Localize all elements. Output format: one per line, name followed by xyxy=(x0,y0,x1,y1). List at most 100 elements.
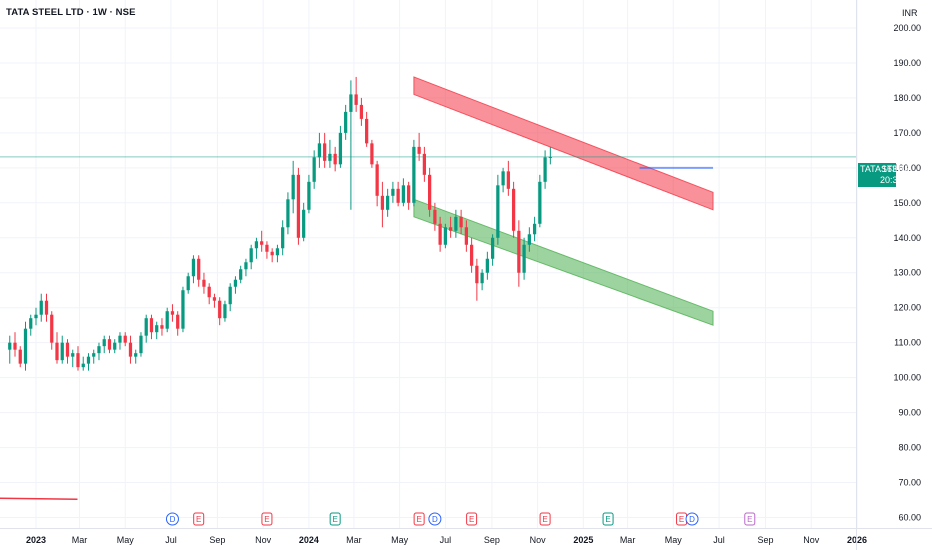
candle-body xyxy=(144,318,148,336)
y-tick-label: 160.00 xyxy=(893,163,921,173)
event-marker-label: E xyxy=(542,515,547,524)
candle-body xyxy=(338,132,343,165)
y-tick-label: 60.00 xyxy=(898,513,921,523)
event-marker-label: E xyxy=(264,515,269,524)
earnings-marker[interactable] xyxy=(539,512,551,526)
earnings-marker[interactable] xyxy=(193,512,205,526)
candle-body xyxy=(538,181,542,224)
candle-body xyxy=(97,346,101,354)
candle-body xyxy=(527,234,531,245)
y-tick-label: 120.00 xyxy=(893,303,921,313)
candle-body xyxy=(265,244,269,252)
candle-body xyxy=(328,153,332,161)
candle-body xyxy=(118,335,122,343)
candle-body xyxy=(254,241,259,249)
candle-body xyxy=(60,342,64,361)
x-tick-label: May xyxy=(117,535,135,545)
candle-body xyxy=(401,185,406,203)
candle-body xyxy=(191,258,196,277)
event-marker-label: D xyxy=(432,515,438,524)
candle-body xyxy=(396,188,400,203)
event-marker-label: E xyxy=(332,515,337,524)
dividend-marker[interactable] xyxy=(685,512,699,526)
candle-body xyxy=(317,143,322,158)
y-tick-label: 100.00 xyxy=(893,373,921,383)
event-marker-label: E xyxy=(196,515,201,524)
candle-body xyxy=(359,104,364,119)
y-tick-label: 190.00 xyxy=(893,58,921,68)
trend-segment[interactable] xyxy=(0,497,78,501)
x-tick-label: Mar xyxy=(346,535,362,545)
y-tick-label: 80.00 xyxy=(898,443,921,453)
x-tick-label: 2024 xyxy=(299,535,319,545)
candle-body xyxy=(249,248,253,263)
candle-body xyxy=(417,146,421,154)
candle-body xyxy=(71,353,75,357)
candle-body xyxy=(160,325,164,329)
candle-body xyxy=(485,258,489,273)
candle-body xyxy=(511,188,516,231)
candle-body xyxy=(459,216,463,228)
y-tick-label: 70.00 xyxy=(898,478,921,488)
x-tick-label: Nov xyxy=(255,535,272,545)
resistance-channel[interactable] xyxy=(413,76,714,211)
earnings-marker[interactable] xyxy=(413,512,425,526)
candle-body xyxy=(76,353,80,368)
candle-body xyxy=(260,241,264,245)
candle-body xyxy=(13,342,17,350)
dividend-marker[interactable] xyxy=(428,512,442,526)
candle-body xyxy=(197,258,201,280)
candle-body xyxy=(55,342,59,361)
x-tick-label: Jul xyxy=(165,535,177,545)
candle-body xyxy=(281,227,285,249)
candle-body xyxy=(186,276,190,291)
candle-body xyxy=(223,304,227,319)
y-tick-label: 180.00 xyxy=(893,93,921,103)
support-channel[interactable] xyxy=(413,198,714,326)
x-tick-label: Mar xyxy=(620,535,636,545)
candle-body xyxy=(29,318,33,329)
candle-body xyxy=(464,227,468,245)
event-marker-label: D xyxy=(170,515,176,524)
candle-body xyxy=(469,244,474,266)
event-marker-label: E xyxy=(469,515,474,524)
event-marker-label: E xyxy=(605,515,610,524)
earnings-marker[interactable] xyxy=(329,512,341,526)
candle-body xyxy=(244,262,248,270)
earnings-marker[interactable] xyxy=(602,512,614,526)
candle-body xyxy=(386,195,390,210)
candle-body xyxy=(65,342,70,357)
candle-body xyxy=(291,174,295,200)
x-tick-label: May xyxy=(665,535,683,545)
earnings-marker[interactable] xyxy=(466,512,478,526)
candle-body xyxy=(165,311,169,329)
earnings-marker[interactable] xyxy=(261,512,273,526)
chart-title: TATA STEEL LTD · 1W · NSE xyxy=(6,7,136,18)
event-marker-label: E xyxy=(679,515,684,524)
candle-body xyxy=(438,223,442,245)
candle-body xyxy=(443,227,448,245)
earnings-marker[interactable] xyxy=(744,512,756,526)
candle-body xyxy=(344,111,348,133)
candle-body xyxy=(113,342,117,350)
candle-body xyxy=(18,349,22,364)
candle-body xyxy=(543,157,547,182)
candle-body xyxy=(412,146,416,203)
candle-body xyxy=(81,363,85,368)
x-tick-label: Nov xyxy=(803,535,820,545)
y-tick-label: 130.00 xyxy=(893,268,921,278)
candle-body xyxy=(239,269,243,280)
candle-body xyxy=(433,209,437,224)
y-tick-label: 110.00 xyxy=(894,338,921,348)
candle-body xyxy=(522,244,526,273)
candle-body xyxy=(86,356,91,364)
dividend-marker[interactable] xyxy=(165,512,179,526)
candle-body xyxy=(475,265,479,284)
y-tick-label: 170.00 xyxy=(893,128,921,138)
candle-body xyxy=(480,272,484,284)
candle-body xyxy=(275,248,280,256)
candle-body xyxy=(286,199,290,228)
candle-body xyxy=(270,251,274,256)
candle-body xyxy=(333,153,337,165)
